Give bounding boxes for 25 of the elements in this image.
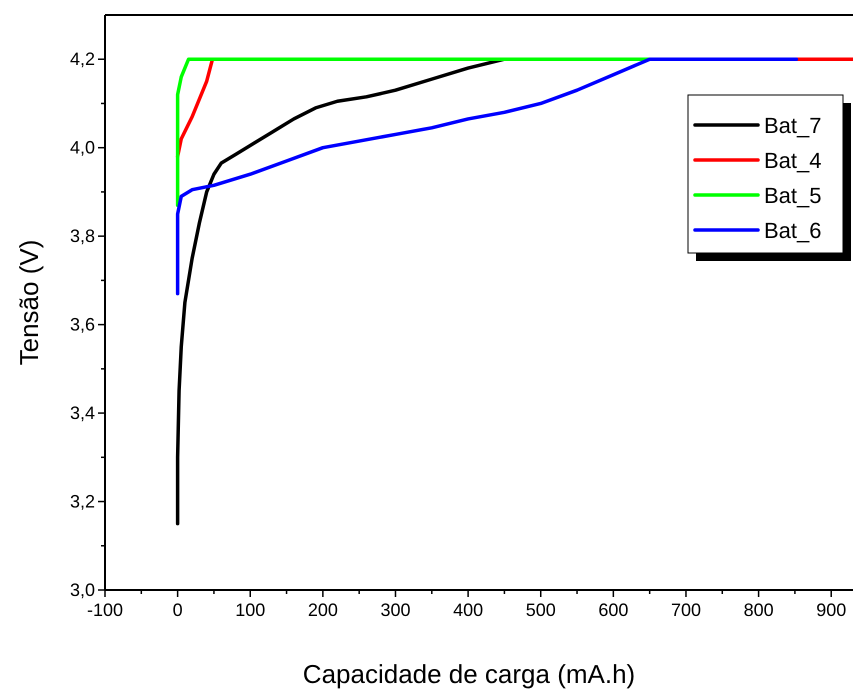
- y-axis-title: Tensão (V): [14, 240, 44, 366]
- x-tick-label: -100: [86, 600, 124, 620]
- y-tick-label: 4,0: [70, 138, 95, 158]
- y-tick-label: 3,6: [70, 314, 95, 335]
- y-tick-label: 3,2: [70, 492, 95, 512]
- x-tick-label: 400: [453, 600, 484, 620]
- x-tick-label: 600: [598, 600, 628, 620]
- x-tick-label: 300: [380, 600, 411, 620]
- y-tick-label: 3,8: [70, 226, 95, 246]
- y-tick-label: 3,0: [70, 580, 95, 600]
- x-tick-label: 900: [816, 600, 846, 620]
- y-tick-label: 3,4: [70, 403, 95, 424]
- legend-label: Bat_7: [764, 113, 822, 138]
- legend-label: Bat_4: [764, 148, 822, 173]
- legend-label: Bat_6: [764, 218, 822, 243]
- x-tick-label: 0: [172, 600, 183, 620]
- x-tick-label: 100: [235, 600, 266, 620]
- x-tick-label: 800: [744, 600, 774, 620]
- x-tick-label: 200: [308, 600, 338, 620]
- legend-label: Bat_5: [764, 183, 822, 208]
- line-series: [176, 57, 652, 207]
- x-tick-label: 500: [526, 600, 556, 620]
- x-tick-label: 700: [670, 600, 701, 620]
- x-axis-title: Capacidade de carga (mA.h): [302, 659, 636, 689]
- y-tick-label: 4,2: [70, 49, 95, 70]
